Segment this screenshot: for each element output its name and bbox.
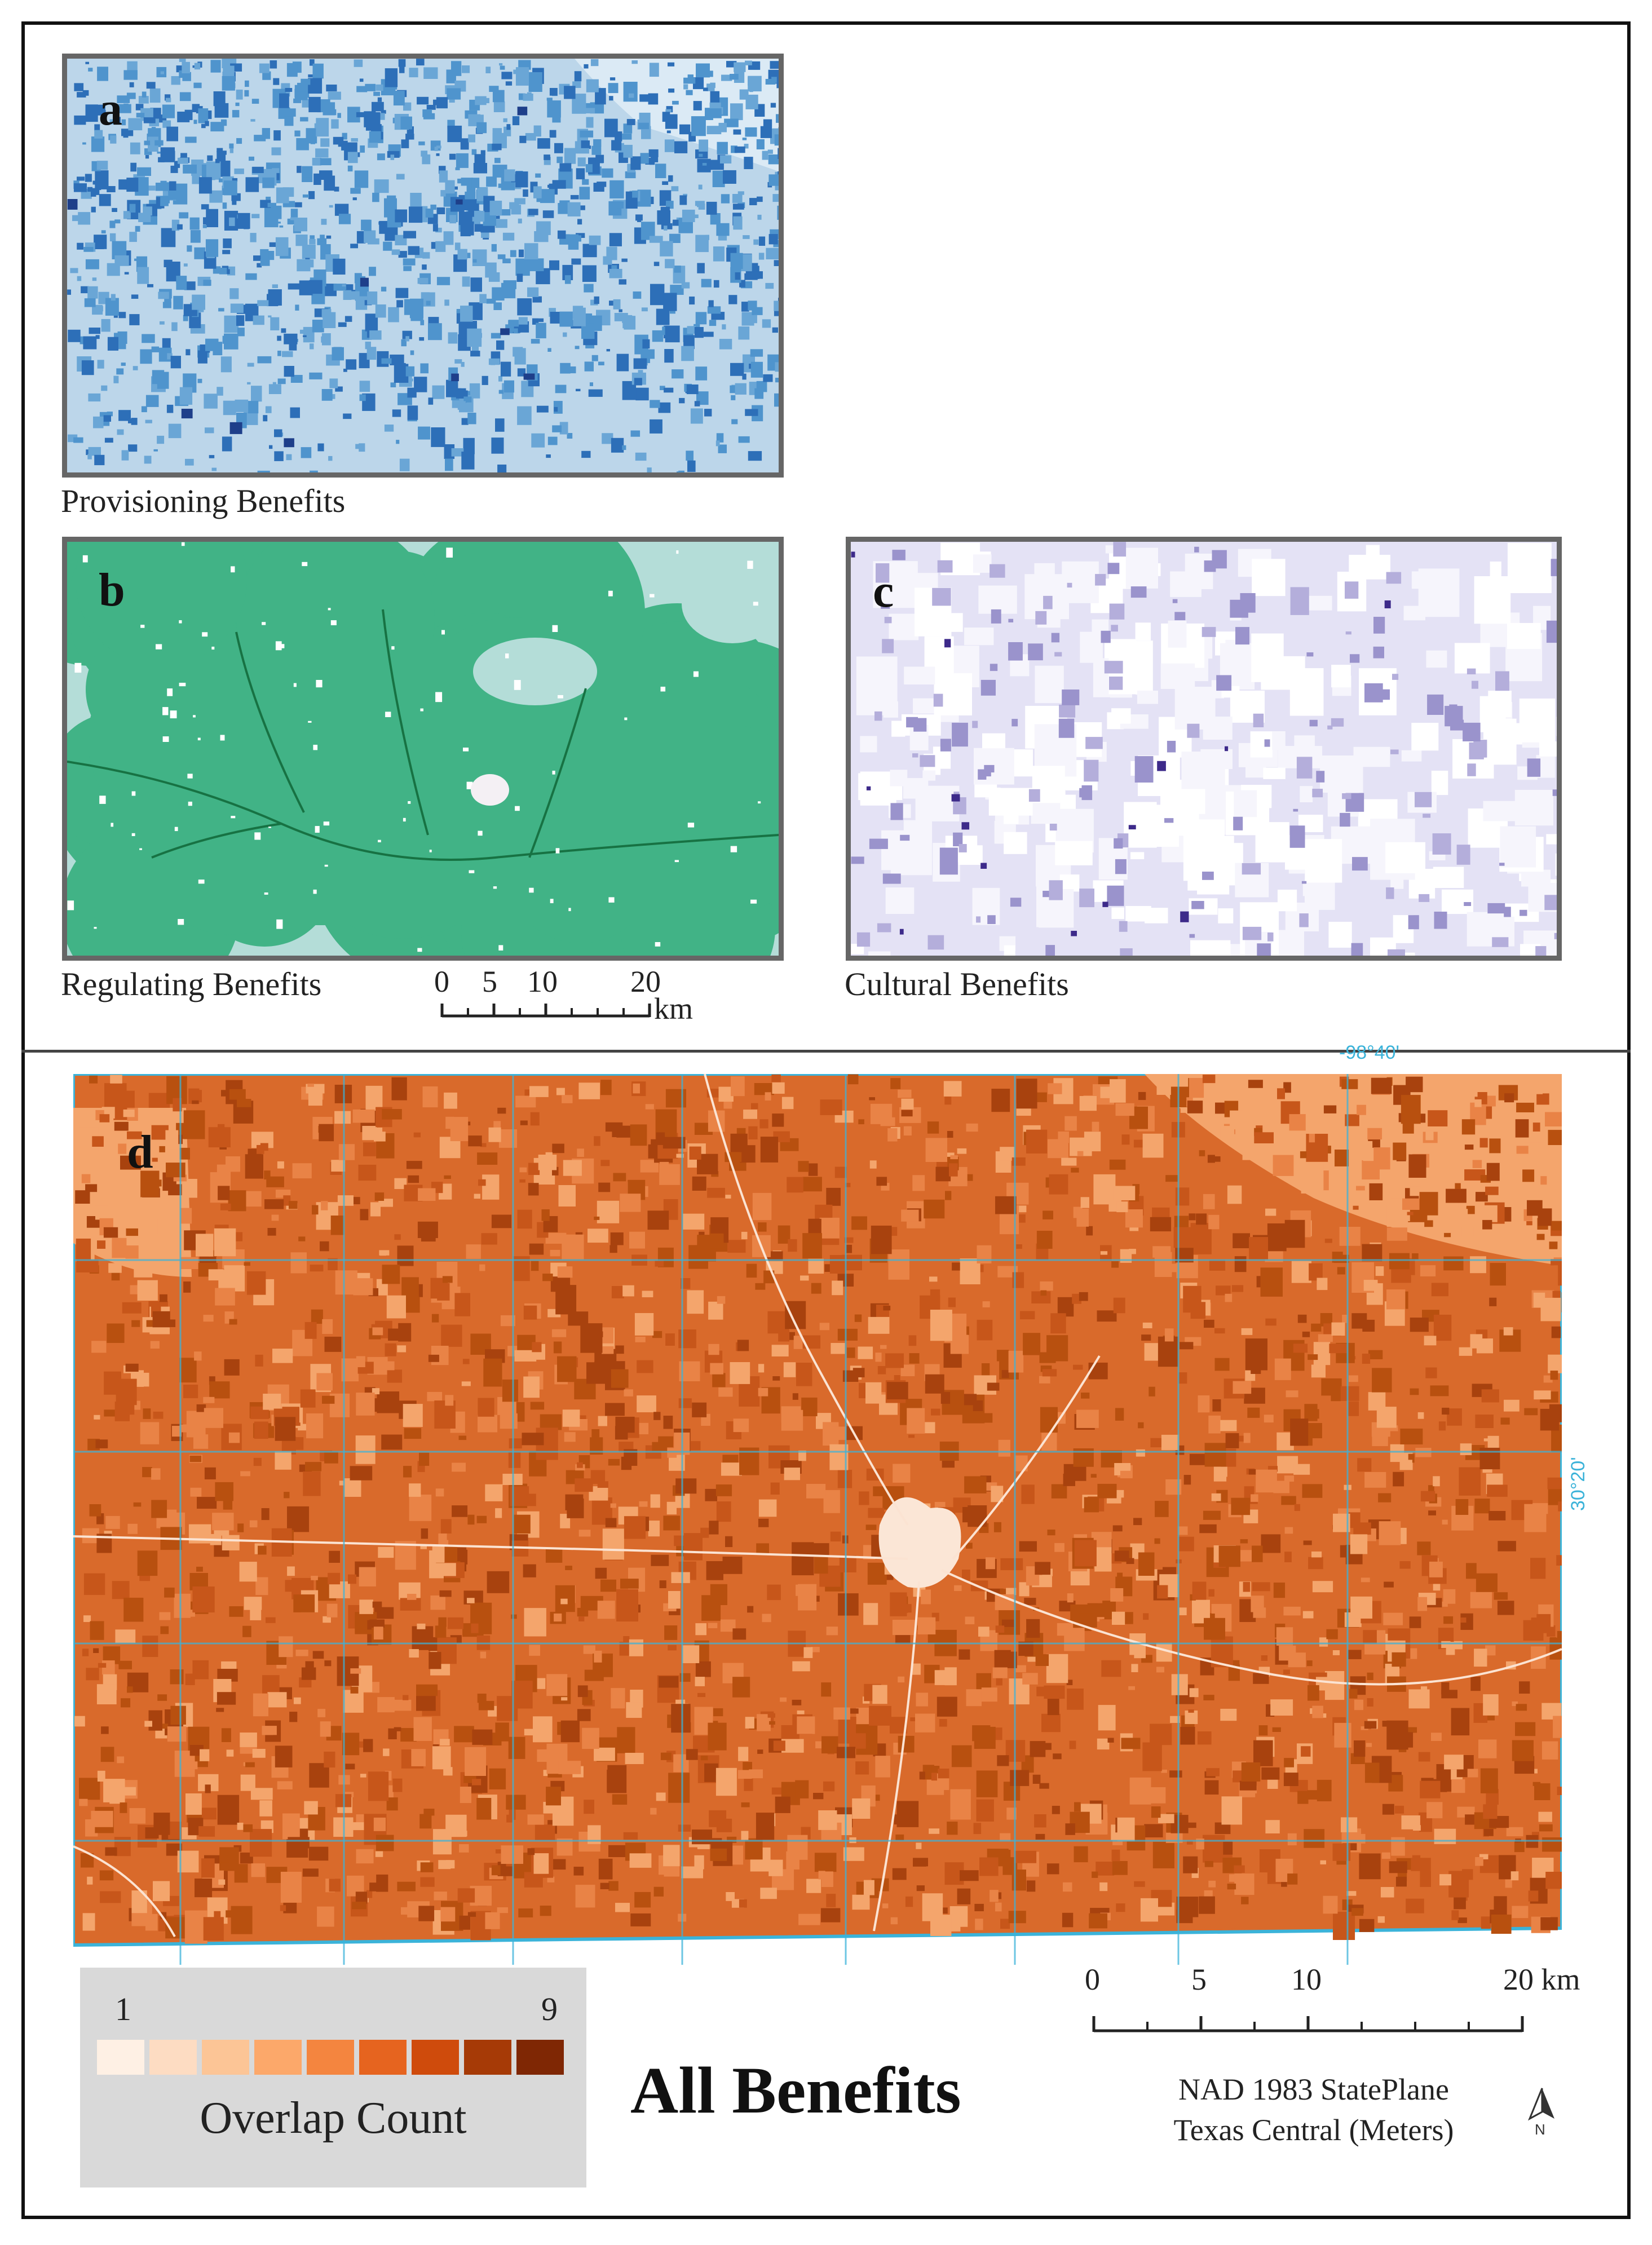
large-scalebar-line — [1092, 2016, 1524, 2032]
legend: 1 9 Overlap Count — [80, 1968, 586, 2187]
small-scale-tick-10: 10 — [527, 965, 558, 998]
cultural-white-areas — [851, 542, 1557, 956]
legend-swatch-3 — [202, 2040, 249, 2075]
north-arrow-label: N — [1535, 2121, 1545, 2138]
figure-frame — [21, 21, 1631, 2219]
legend-min: 1 — [115, 1991, 131, 2027]
all-benefits-roads — [73, 1074, 1562, 1937]
small-scalebar-line — [440, 1004, 651, 1018]
regulating-urban-spots — [67, 542, 761, 952]
legend-swatch-4 — [254, 2040, 302, 2075]
panel-letter-b: b — [99, 564, 125, 616]
legend-swatch-9 — [516, 2040, 564, 2075]
small-scale-tick-0: 0 — [434, 965, 449, 998]
large-scale-tick-0: 0 — [1085, 1963, 1100, 1996]
panel-letter-c: c — [873, 565, 894, 617]
projection-note: NAD 1983 StatePlane Texas Central (Meter… — [1133, 2069, 1494, 2150]
provisioning-dark-spots — [67, 107, 535, 448]
caption-provisioning: Provisioning Benefits — [61, 483, 346, 519]
legend-swatch-6 — [359, 2040, 407, 2075]
all-benefits-texture — [74, 1074, 1562, 1944]
legend-swatch-8 — [464, 2040, 511, 2075]
provisioning-map — [62, 54, 784, 478]
cultural-dark-spots — [851, 551, 1391, 936]
longitude-label: -98°40' — [1339, 1042, 1400, 1063]
regulating-map-raster — [67, 542, 779, 956]
small-scale-tick-20: 20 — [630, 965, 661, 998]
legend-title: Overlap Count — [200, 2093, 467, 2143]
regulating-town — [471, 774, 509, 806]
legend-max: 9 — [541, 1991, 558, 2027]
legend-swatch-2 — [149, 2040, 197, 2075]
all-benefits-map — [73, 1074, 1562, 1965]
panel-letter-d: d — [127, 1126, 153, 1178]
caption-cultural: Cultural Benefits — [845, 966, 1069, 1002]
legend-swatch-7 — [412, 2040, 459, 2075]
latitude-label: 30°20' — [1567, 1457, 1589, 1511]
regulating-map — [62, 537, 784, 961]
cultural-patches — [851, 542, 1557, 956]
provisioning-patches — [67, 59, 779, 472]
legend-swatch-1 — [97, 2040, 144, 2075]
panel-letter-a: a — [99, 83, 122, 135]
small-scale-unit: km — [654, 992, 694, 1026]
cultural-map-raster — [851, 542, 1557, 956]
provisioning-map-raster — [67, 59, 779, 472]
regulating-gap — [473, 638, 597, 705]
regulating-gap-ne — [682, 564, 779, 643]
large-scale-tick-10: 10 — [1291, 1963, 1322, 1996]
section-divider — [21, 1050, 1631, 1053]
all-benefits-graticule — [73, 1074, 1562, 1965]
projection-line-2: Texas Central (Meters) — [1173, 2113, 1454, 2147]
projection-line-1: NAD 1983 StatePlane — [1178, 2072, 1449, 2106]
regulating-streams — [67, 609, 779, 861]
small-scale-tick-5: 5 — [482, 965, 497, 998]
regulating-buffer-zones — [67, 542, 779, 956]
large-scale-tick-20: 20 km — [1503, 1963, 1580, 1996]
panel-title-all-benefits: All Benefits — [630, 2053, 961, 2127]
all-benefits-town — [878, 1497, 961, 1588]
cultural-map — [846, 537, 1562, 961]
large-scale-tick-5: 5 — [1191, 1963, 1207, 1996]
north-arrow-icon — [1528, 2088, 1554, 2121]
caption-regulating: Regulating Benefits — [61, 966, 322, 1002]
legend-swatch-5 — [307, 2040, 354, 2075]
